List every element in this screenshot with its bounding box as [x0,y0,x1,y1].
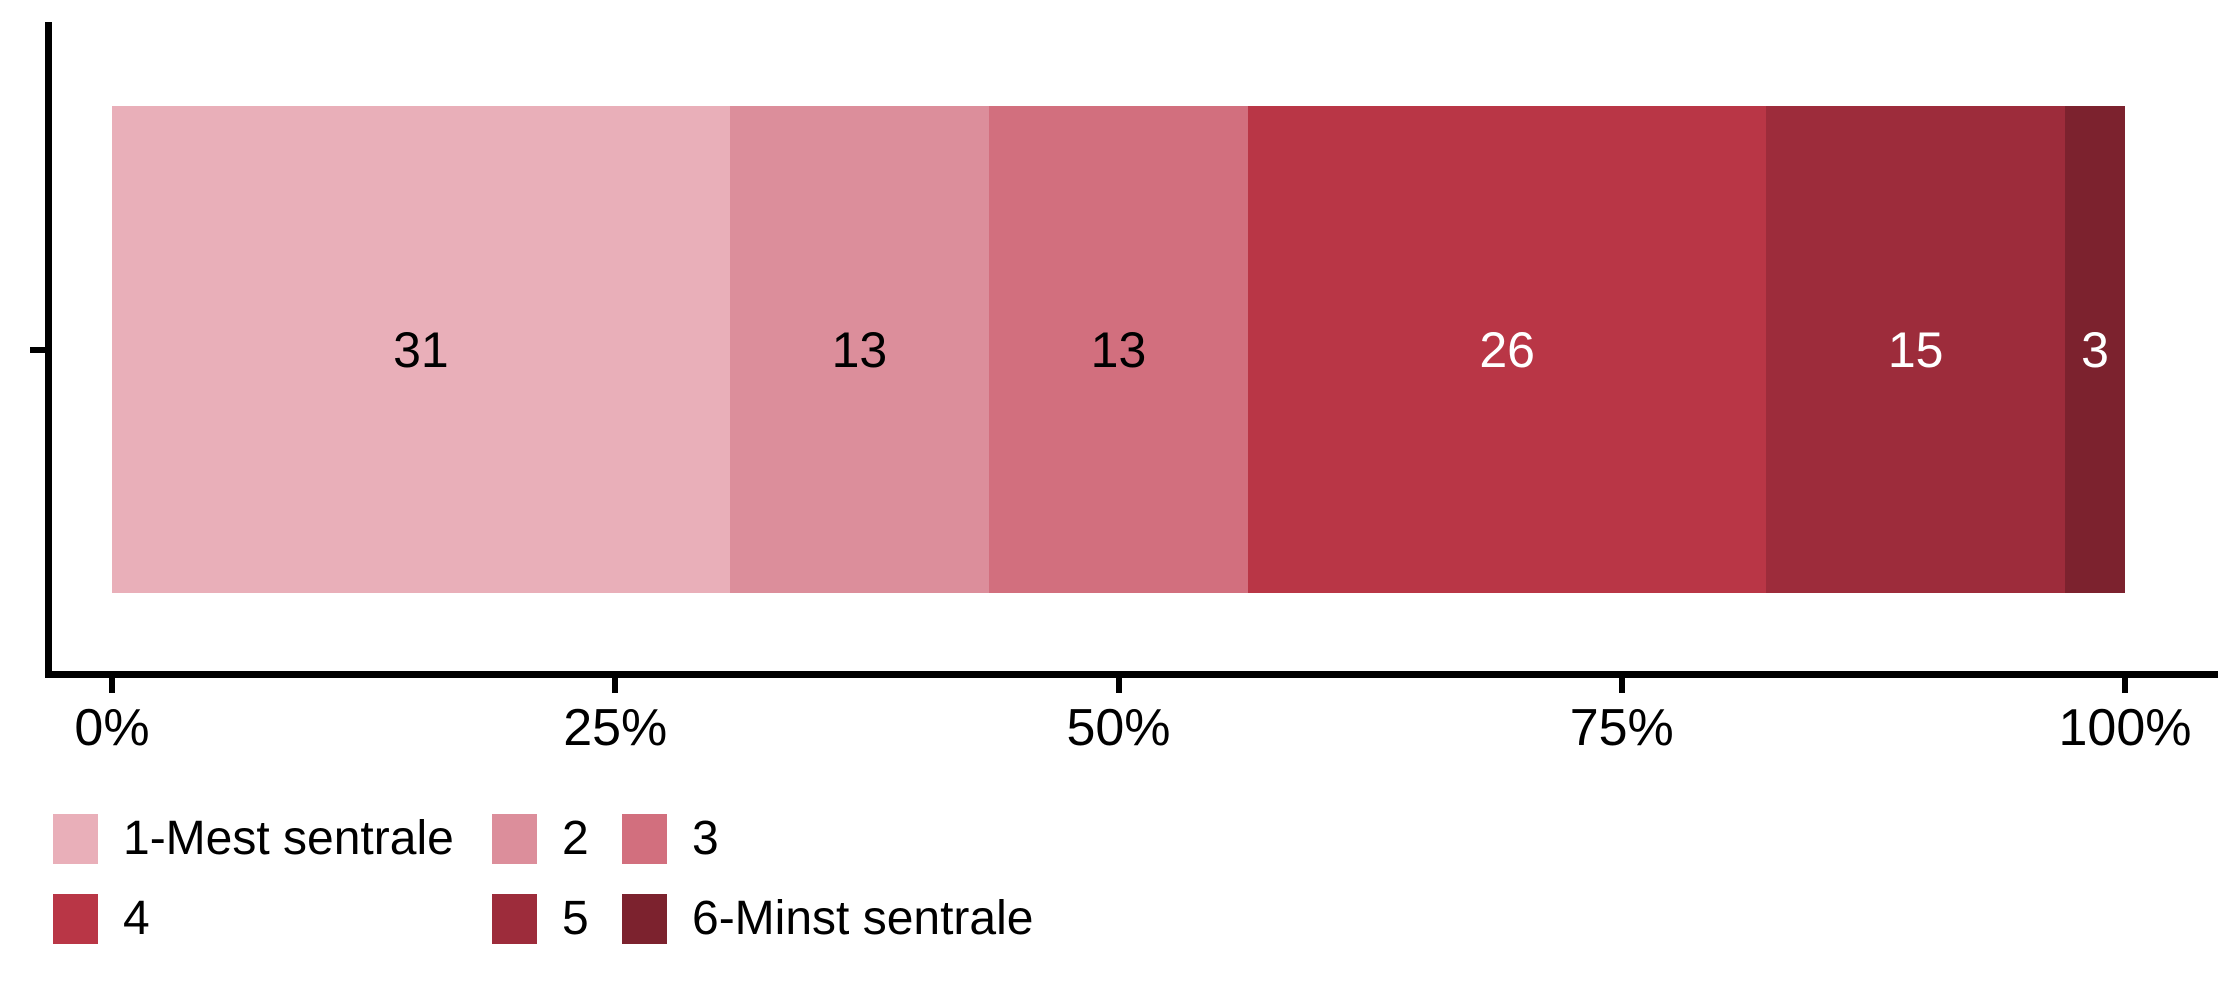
legend-swatch [492,894,537,944]
x-tick-label: 0% [74,699,150,757]
legend-item: 3 [622,814,1033,864]
legend-swatch [492,814,537,864]
legend-row: 4 5 6-Minst sentrale [53,894,1033,944]
x-axis-line [45,671,2218,678]
bar-segment: 31 [112,106,730,593]
x-tick [109,678,115,693]
bar-segment: 26 [1248,106,1767,593]
legend-item: 1-Mest sentrale [53,814,492,864]
legend-swatch [622,894,667,944]
legend-label: 3 [692,812,719,865]
legend: 1-Mest sentrale 2 3 4 5 6-Minst sentrale [53,814,1033,944]
legend-item: 5 [492,894,622,944]
segment-value-label: 13 [831,321,888,378]
legend-item: 6-Minst sentrale [622,894,1033,944]
x-tick-label: 50% [1066,699,1171,757]
segment-value-label: 13 [1090,321,1147,378]
legend-swatch [622,814,667,864]
legend-label: 2 [562,812,589,865]
y-axis-line [45,22,52,678]
segment-value-label: 15 [1887,321,1944,378]
x-axis-ticks: 0% 25% 50% 75% 100% [74,678,2192,768]
x-tick [1618,678,1625,693]
segment-value-label: 26 [1479,321,1535,378]
x-tick [612,678,619,693]
y-axis-tick [30,347,45,353]
bar-segment: 13 [988,106,1249,593]
x-tick [2122,678,2128,693]
legend-item: 4 [53,894,492,944]
bar-segment: 3 [2065,106,2125,593]
legend-item: 2 [492,814,622,864]
legend-swatch [53,814,98,864]
legend-label: 5 [562,892,589,945]
legend-swatch [53,894,98,944]
segment-value-label: 31 [393,321,449,378]
bar-segment: 13 [729,106,989,593]
x-tick [1115,678,1122,693]
x-tick-label: 75% [1569,699,1674,757]
legend-label: 6-Minst sentrale [692,892,1034,945]
legend-label: 4 [123,892,150,945]
bar-segment: 15 [1766,106,2066,593]
legend-label: 1-Mest sentrale [123,812,454,865]
stacked-bar: 31 13 13 26 15 3 [112,106,2125,593]
segment-value-label: 3 [2081,321,2109,378]
x-tick-label: 25% [563,699,668,757]
x-tick-label: 100% [2058,699,2192,757]
legend-row: 1-Mest sentrale 2 3 [53,814,1033,864]
